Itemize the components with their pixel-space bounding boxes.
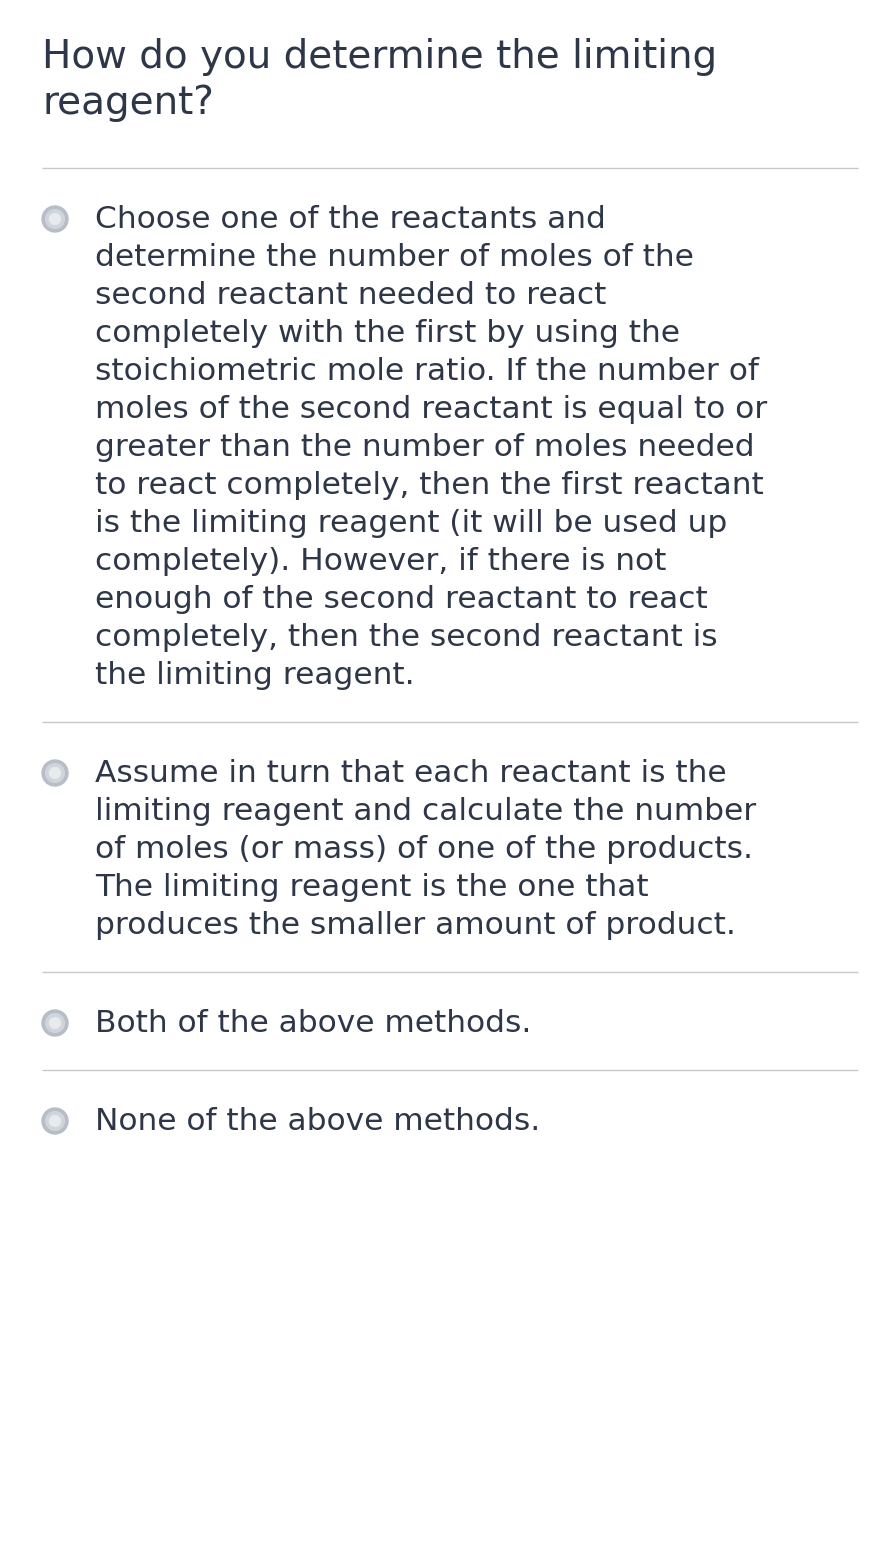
Text: moles of the second reactant is equal to or: moles of the second reactant is equal to…	[95, 395, 767, 424]
Text: The limiting reagent is the one that: The limiting reagent is the one that	[95, 873, 649, 902]
Text: the limiting reagent.: the limiting reagent.	[95, 660, 415, 689]
Text: completely with the first by using the: completely with the first by using the	[95, 319, 680, 347]
Text: Assume in turn that each reactant is the: Assume in turn that each reactant is the	[95, 759, 726, 788]
Text: is the limiting reagent (it will be used up: is the limiting reagent (it will be used…	[95, 509, 727, 538]
Circle shape	[45, 763, 64, 782]
Text: stoichiometric mole ratio. If the number of: stoichiometric mole ratio. If the number…	[95, 356, 759, 386]
Text: of moles (or mass) of one of the products.: of moles (or mass) of one of the product…	[95, 834, 753, 864]
Circle shape	[42, 760, 68, 786]
Text: How do you determine the limiting: How do you determine the limiting	[42, 39, 717, 76]
Text: produces the smaller amount of product.: produces the smaller amount of product.	[95, 910, 736, 939]
Circle shape	[50, 1115, 61, 1127]
Text: to react completely, then the first reactant: to react completely, then the first reac…	[95, 470, 764, 500]
Text: completely, then the second reactant is: completely, then the second reactant is	[95, 623, 717, 652]
Text: Both of the above methods.: Both of the above methods.	[95, 1008, 531, 1038]
Circle shape	[50, 768, 61, 779]
Text: determine the number of moles of the: determine the number of moles of the	[95, 242, 694, 271]
Circle shape	[42, 207, 68, 231]
Circle shape	[45, 1013, 64, 1032]
Circle shape	[42, 1109, 68, 1133]
Text: None of the above methods.: None of the above methods.	[95, 1107, 540, 1135]
Circle shape	[42, 1010, 68, 1036]
Text: enough of the second reactant to react: enough of the second reactant to react	[95, 584, 708, 614]
Text: limiting reagent and calculate the number: limiting reagent and calculate the numbe…	[95, 797, 756, 825]
Text: reagent?: reagent?	[42, 83, 214, 122]
Text: completely). However, if there is not: completely). However, if there is not	[95, 546, 667, 575]
Circle shape	[50, 1018, 61, 1029]
Circle shape	[50, 213, 61, 225]
Circle shape	[45, 210, 64, 228]
Text: Choose one of the reactants and: Choose one of the reactants and	[95, 205, 606, 233]
Text: greater than the number of moles needed: greater than the number of moles needed	[95, 432, 755, 461]
Circle shape	[45, 1112, 64, 1130]
Text: second reactant needed to react: second reactant needed to react	[95, 281, 606, 310]
